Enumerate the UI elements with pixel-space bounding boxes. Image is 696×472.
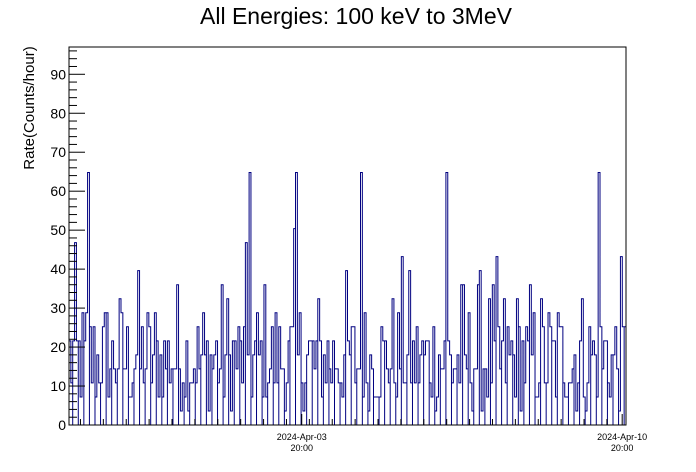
y-tick-label: 20 <box>50 339 66 355</box>
plot-area <box>68 171 626 425</box>
x-tick-date-label: 2024-Apr-10 <box>597 432 647 442</box>
y-tick-label: 90 <box>50 66 66 82</box>
chart-title: All Energies: 100 keV to 3MeV <box>200 3 513 29</box>
y-tick-label: 10 <box>50 378 66 394</box>
y-tick-label: 50 <box>50 222 66 238</box>
y-tick-label: 30 <box>50 300 66 316</box>
y-tick-label: 60 <box>50 183 66 199</box>
x-tick-date-label: 2024-Apr-03 <box>277 432 327 442</box>
y-tick-label: 80 <box>50 105 66 121</box>
x-tick-time-label: 20:00 <box>290 443 313 453</box>
plot-frame <box>68 46 627 426</box>
y-tick-label: 40 <box>50 261 66 277</box>
x-tick-time-label: 20:00 <box>611 443 634 453</box>
y-tick-label: 70 <box>50 144 66 160</box>
y-axis: 0 10 20 30 40 50 60 70 80 90 <box>50 50 85 433</box>
y-axis-label: Rate(Counts/hour) <box>21 46 38 169</box>
y-tick-label: 0 <box>58 417 66 433</box>
series-line <box>68 171 626 425</box>
